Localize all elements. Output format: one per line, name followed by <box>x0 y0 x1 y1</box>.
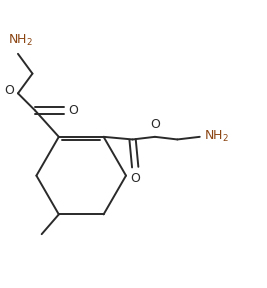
Text: NH$_2$: NH$_2$ <box>8 33 33 48</box>
Text: O: O <box>4 84 14 97</box>
Text: NH$_2$: NH$_2$ <box>204 129 229 144</box>
Text: O: O <box>68 104 78 117</box>
Text: O: O <box>130 172 140 185</box>
Text: O: O <box>150 118 160 131</box>
